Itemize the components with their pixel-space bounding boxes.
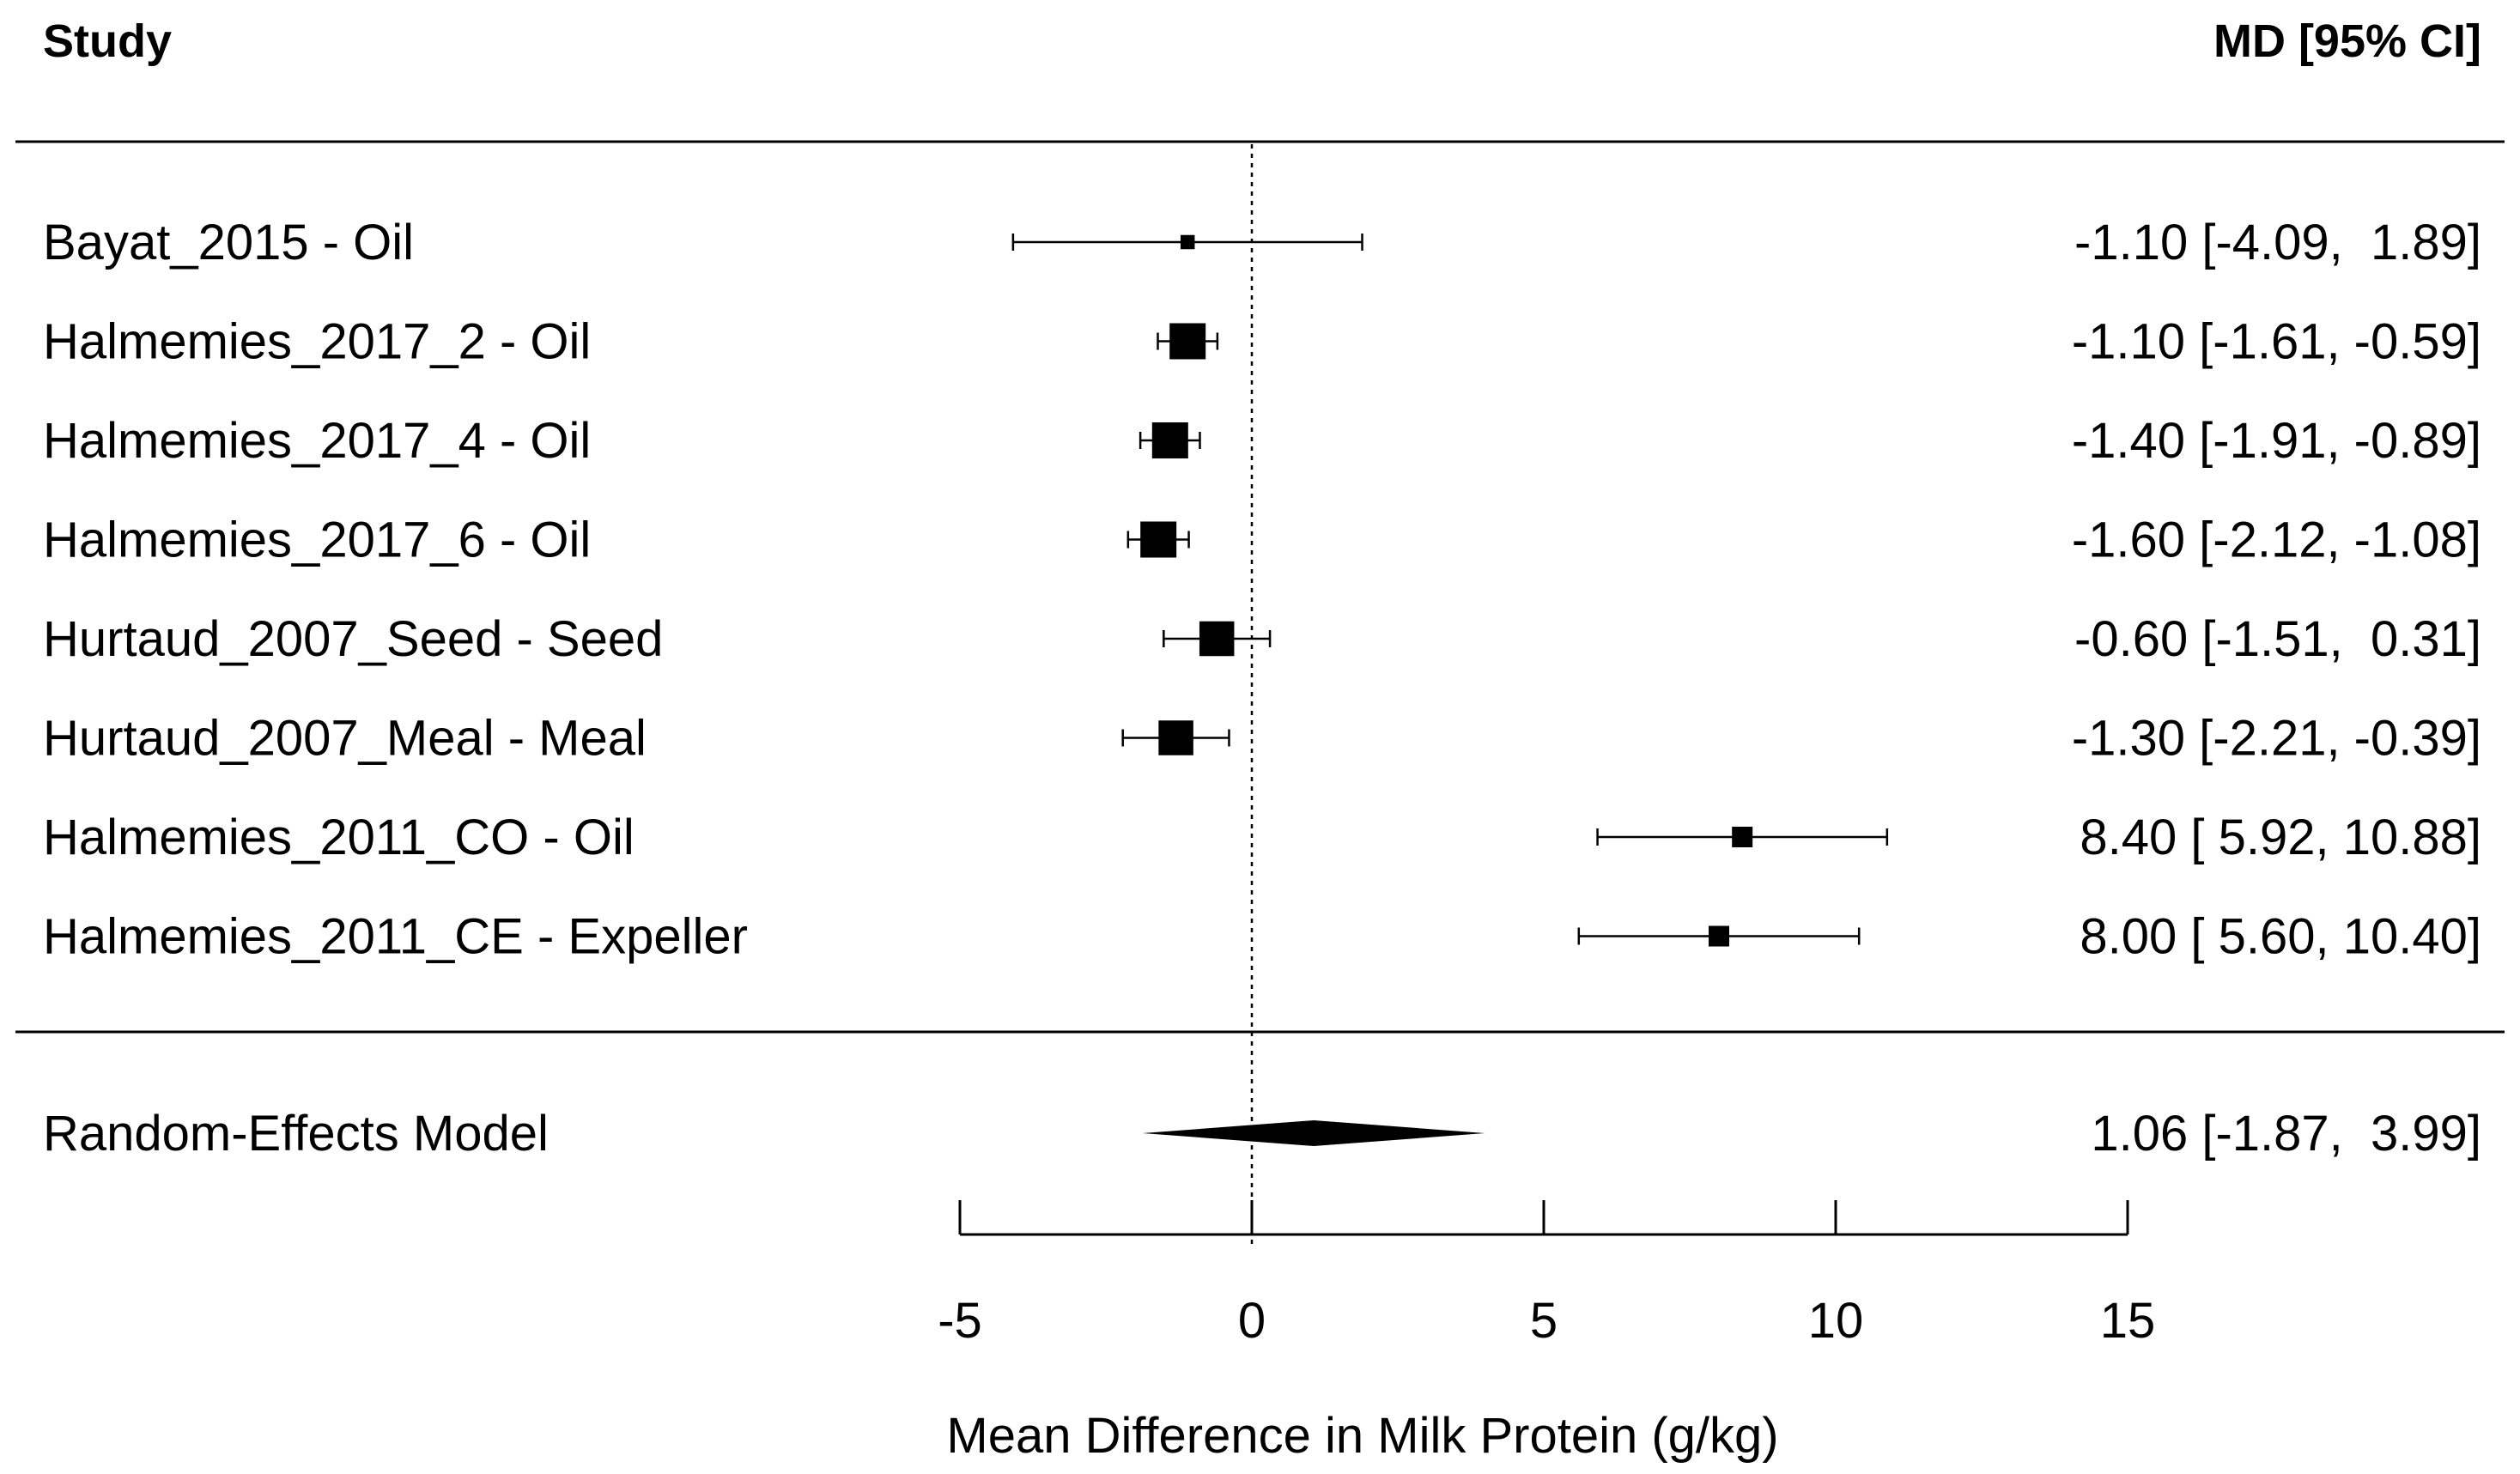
point-estimate xyxy=(1158,720,1193,755)
x-tick-label: -5 xyxy=(938,1293,982,1349)
study-label: Halmemies_2011_CE - Expeller xyxy=(43,909,748,965)
summary-diamond xyxy=(1142,1120,1485,1146)
study-column-header: Study xyxy=(43,15,172,67)
x-axis: -5 0 5 10 15 xyxy=(938,1200,2155,1349)
effect-ci-label: -1.60 [-2.12, -1.08] xyxy=(2072,513,2481,568)
study-label: Hurtaud_2007_Meal - Meal xyxy=(43,711,647,767)
effect-ci-label: -1.30 [-2.21, -0.39] xyxy=(2072,711,2481,767)
effect-ci-label: 8.40 [ 5.92, 10.88] xyxy=(2080,810,2481,865)
study-rows: Bayat_2015 - Oil -1.10 [-4.09, 1.89] Halme… xyxy=(43,215,2481,965)
point-estimate xyxy=(1732,827,1753,847)
study-row: Hurtaud_2007_Seed - Seed -0.60 [-1.51, 0.… xyxy=(43,611,2481,667)
x-tick-label: 0 xyxy=(1238,1293,1266,1349)
point-estimate xyxy=(1140,521,1177,558)
point-estimate xyxy=(1180,234,1195,250)
point-estimate xyxy=(1199,621,1235,657)
study-label: Halmemies_2017_6 - Oil xyxy=(43,513,591,568)
study-row: Halmemies_2017_4 - Oil -1.40 [-1.91, -0.8… xyxy=(43,413,2481,469)
summary-effect-label: 1.06 [-1.87, 3.99] xyxy=(2091,1106,2481,1162)
study-row: Halmemies_2011_CO - Oil 8.40 [ 5.92, 10.8… xyxy=(43,810,2481,865)
study-label: Hurtaud_2007_Seed - Seed xyxy=(43,611,663,667)
study-row: Bayat_2015 - Oil -1.10 [-4.09, 1.89] xyxy=(43,215,2481,270)
effect-ci-label: -1.10 [-1.61, -0.59] xyxy=(2072,314,2481,370)
point-estimate xyxy=(1169,323,1206,360)
effect-ci-label: 8.00 [ 5.60, 10.40] xyxy=(2080,909,2481,965)
x-tick-label: 10 xyxy=(1808,1293,1864,1349)
study-row: Halmemies_2011_CE - Expeller 8.00 [ 5.60,… xyxy=(43,909,2481,965)
summary-row: Random-Effects Model 1.06 [-1.87, 3.99] xyxy=(43,1106,2481,1162)
study-row: Halmemies_2017_2 - Oil -1.10 [-1.61, -0.5… xyxy=(43,314,2481,370)
effect-column-header: MD [95% CI] xyxy=(2213,15,2481,67)
point-estimate xyxy=(1709,925,1729,947)
x-tick-label: 5 xyxy=(1530,1293,1558,1349)
effect-ci-label: -1.10 [-4.09, 1.89] xyxy=(2074,215,2481,270)
study-row: Hurtaud_2007_Meal - Meal -1.30 [-2.21, -0… xyxy=(43,711,2481,767)
point-estimate xyxy=(1151,422,1188,458)
effect-ci-label: -0.60 [-1.51, 0.31] xyxy=(2074,611,2481,667)
summary-label: Random-Effects Model xyxy=(43,1106,549,1162)
study-label: Bayat_2015 - Oil xyxy=(43,215,414,270)
study-row: Halmemies_2017_6 - Oil -1.60 [-2.12, -1.0… xyxy=(43,513,2481,568)
x-axis-title: Mean Difference in Milk Protein (g/kg) xyxy=(946,1408,1778,1464)
study-label: Halmemies_2017_2 - Oil xyxy=(43,314,591,370)
x-tick-label: 15 xyxy=(2100,1293,2156,1349)
study-label: Halmemies_2011_CO - Oil xyxy=(43,810,635,865)
study-label: Halmemies_2017_4 - Oil xyxy=(43,413,591,469)
effect-ci-label: -1.40 [-1.91, -0.89] xyxy=(2072,413,2481,469)
